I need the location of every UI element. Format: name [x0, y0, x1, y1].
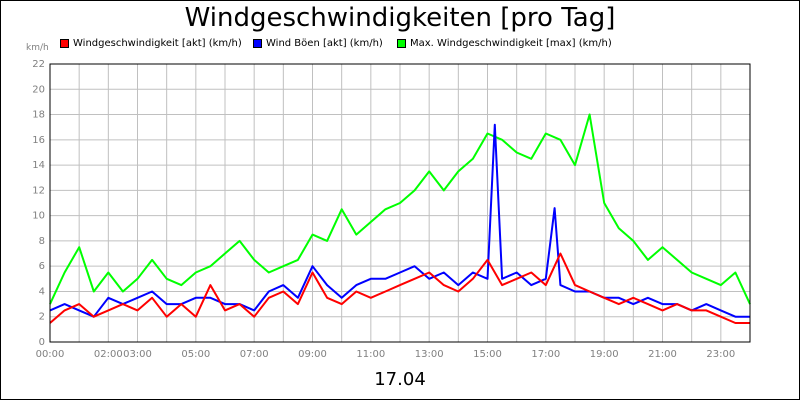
- x-tick-label: 19:00: [590, 349, 619, 360]
- y-tick-label: 20: [32, 84, 45, 95]
- y-tick-label: 22: [32, 59, 45, 70]
- legend-swatch-max-wind-speed: [397, 39, 406, 48]
- y-tick-label: 18: [32, 110, 45, 121]
- series-line-max-wind-speed: [49, 113, 751, 305]
- x-tick-label: 03:00: [123, 349, 152, 360]
- x-tick-label: 13:00: [415, 349, 444, 360]
- legend-label-max-wind-speed: Max. Windgeschwindigkeit [max] (km/h): [410, 38, 612, 49]
- x-tick-label: 00:00: [36, 349, 65, 360]
- legend-item-wind-speed: Windgeschwindigkeit [akt] (km/h): [60, 38, 242, 49]
- y-tick-label: 4: [39, 286, 45, 297]
- x-tick-label: 21:00: [648, 349, 677, 360]
- legend-label-wind-speed: Windgeschwindigkeit [akt] (km/h): [73, 38, 242, 49]
- x-tick-label: 15:00: [473, 349, 502, 360]
- x-tick-label: 05:00: [181, 349, 210, 360]
- series-line-wind-gusts: [49, 123, 750, 318]
- x-tick-label: 23:00: [706, 349, 735, 360]
- legend-swatch-wind-gusts: [253, 39, 262, 48]
- legend-swatch-wind-speed: [60, 39, 69, 48]
- y-tick-label: 0: [39, 337, 45, 348]
- y-tick-label: 2: [39, 312, 45, 323]
- legend-item-wind-gusts: Wind Böen [akt] (km/h): [253, 38, 383, 49]
- legend-item-max-wind-speed: Max. Windgeschwindigkeit [max] (km/h): [397, 38, 612, 49]
- y-tick-label: 14: [32, 160, 45, 171]
- y-tick-label: 16: [32, 135, 45, 146]
- chart-title: Windgeschwindigkeiten [pro Tag]: [184, 3, 616, 33]
- plot-border: [49, 63, 751, 343]
- x-tick-label: 07:00: [240, 349, 269, 360]
- y-tick-label: 6: [39, 261, 45, 272]
- series-line-wind-speed: [49, 252, 750, 324]
- x-tick-label: 11:00: [356, 349, 385, 360]
- y-unit-label: km/h: [26, 43, 49, 53]
- x-tick-label: 17:00: [531, 349, 560, 360]
- y-tick-label: 12: [32, 185, 45, 196]
- y-tick-label: 8: [39, 236, 45, 247]
- y-tick-label: 10: [32, 211, 45, 222]
- x-tick-label: 02:00: [94, 349, 123, 360]
- legend-label-wind-gusts: Wind Böen [akt] (km/h): [266, 38, 383, 49]
- x-tick-label: 09:00: [298, 349, 327, 360]
- date-label: 17.04: [374, 369, 426, 390]
